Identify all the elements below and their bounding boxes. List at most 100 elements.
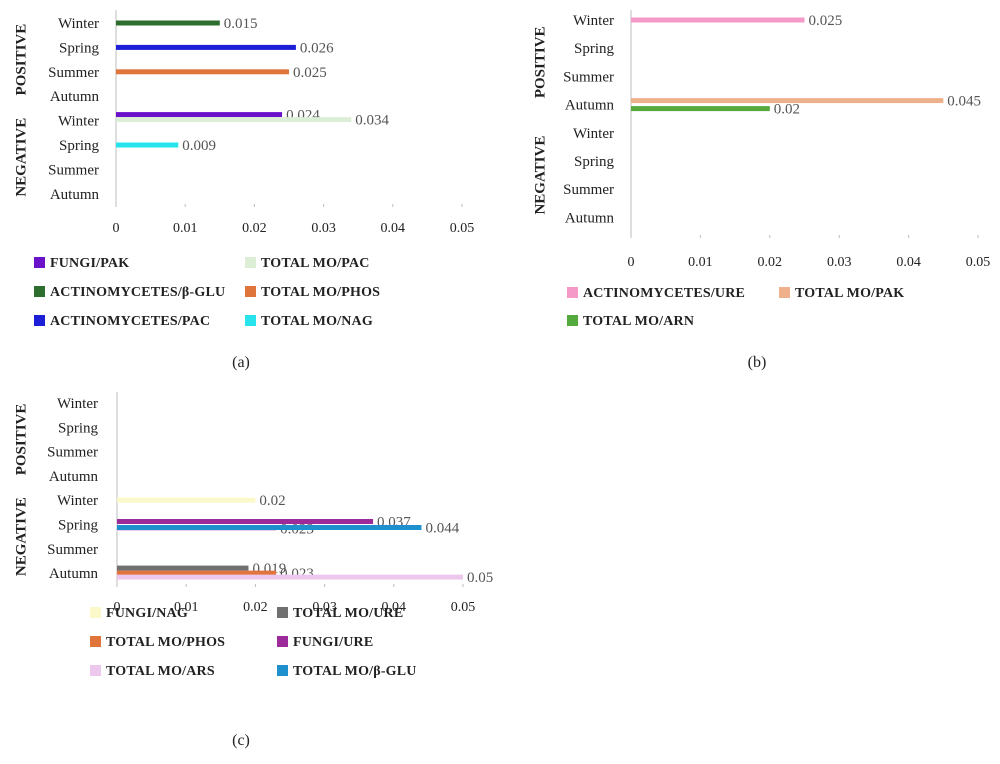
- x-tick-label: 0.02: [242, 221, 267, 236]
- group-label: NEGATIVE: [13, 497, 29, 576]
- category-label: Spring: [58, 420, 99, 436]
- legend-swatch: [245, 257, 256, 268]
- x-tick-label: 0.02: [243, 600, 268, 615]
- category-label: Summer: [47, 445, 98, 461]
- bar: [116, 69, 289, 75]
- panel-label: (c): [232, 732, 250, 749]
- category-label: Summer: [563, 69, 614, 85]
- group-label: POSITIVE: [13, 24, 29, 96]
- legend: FUNGI/NAG TOTAL MO/URE TOTAL MO/PHOS FUNGI/…: [90, 606, 417, 679]
- chart-panel-a: 0 0.01 0.02 0.03 0.04 0.05 Winter Spring Summer A…: [13, 10, 474, 371]
- data-label: 0.015: [224, 16, 258, 32]
- category-label: Summer: [48, 65, 99, 81]
- category-label: Autumn: [50, 187, 100, 203]
- bar: [631, 17, 805, 23]
- legend-swatch: [567, 315, 578, 326]
- legend-swatch: [779, 287, 790, 298]
- x-tick-label: 0: [114, 600, 121, 615]
- legend-label: ACTINOMYCETES/β-GLU: [50, 285, 225, 300]
- group-label: POSITIVE: [532, 26, 548, 98]
- x-tick-label: 0.01: [174, 600, 199, 615]
- x-tick-label: 0.05: [451, 600, 476, 615]
- bar: [117, 574, 463, 580]
- bar: [117, 497, 256, 503]
- category-label: Spring: [58, 518, 99, 534]
- x-tick-label: 0.04: [896, 255, 921, 270]
- data-label: 0.02: [774, 102, 800, 118]
- x-tick-label: 0.05: [450, 221, 475, 236]
- x-tick-label: 0.02: [758, 255, 783, 270]
- category-label: Summer: [47, 542, 98, 558]
- legend-label: TOTAL MO/PHOS: [106, 635, 225, 650]
- x-tick-label: 0.03: [311, 221, 336, 236]
- x-tick-label: 0.03: [827, 255, 852, 270]
- x-tick-label: 0.01: [688, 255, 713, 270]
- category-label: Autumn: [49, 566, 99, 582]
- legend-label: TOTAL MO/NAG: [261, 314, 373, 329]
- legend-label: FUNGI/PAK: [50, 256, 129, 271]
- data-label: 0.05: [467, 570, 493, 586]
- legend-label: TOTAL MO/PAC: [261, 256, 370, 271]
- category-label: Spring: [59, 138, 100, 154]
- category-label: Winter: [573, 13, 614, 29]
- bar: [116, 117, 352, 123]
- legend-swatch: [90, 607, 101, 618]
- bar: [116, 142, 179, 148]
- group-label: NEGATIVE: [532, 136, 548, 215]
- data-label: 0.02: [259, 493, 285, 509]
- legend-label: ACTINOMYCETES/URE: [583, 286, 745, 301]
- legend-label: TOTAL MO/URE: [293, 606, 403, 621]
- bar: [117, 519, 374, 524]
- x-tick-label: 0: [628, 255, 635, 270]
- data-label: 0.023: [280, 566, 314, 582]
- legend-label: TOTAL MO/β-GLU: [293, 664, 417, 679]
- category-label: Spring: [574, 41, 615, 57]
- group-label: POSITIVE: [13, 404, 29, 476]
- bar: [117, 525, 422, 530]
- category-label: Spring: [574, 154, 615, 170]
- x-tick-label: 0.04: [382, 600, 407, 615]
- bar: [116, 112, 283, 118]
- x-tick-label: 0.01: [173, 221, 198, 236]
- legend-swatch: [34, 315, 45, 326]
- data-label: 0.034: [355, 113, 389, 129]
- data-label: 0.009: [182, 138, 216, 154]
- legend-label: TOTAL MO/PAK: [795, 286, 904, 301]
- bar: [117, 570, 277, 576]
- legend-swatch: [277, 636, 288, 647]
- category-label: Autumn: [50, 89, 100, 105]
- legend-swatch: [277, 665, 288, 676]
- legend: ACTINOMYCETES/URE TOTAL MO/PAK TOTAL MO/AR…: [567, 286, 904, 329]
- bar: [116, 44, 296, 50]
- legend-swatch: [245, 286, 256, 297]
- legend: FUNGI/PAK TOTAL MO/PAC ACTINOMYCETES/β-GLU…: [34, 256, 380, 329]
- x-tick-label: 0.03: [312, 600, 337, 615]
- category-label: Summer: [48, 162, 99, 178]
- legend-swatch: [90, 665, 101, 676]
- x-tick-label: 0.04: [381, 221, 406, 236]
- panel-label: (b): [748, 354, 767, 371]
- panel-label: (a): [232, 354, 250, 371]
- bar: [631, 98, 944, 104]
- legend-swatch: [34, 257, 45, 268]
- bar: [117, 565, 249, 571]
- category-label: Winter: [573, 126, 614, 142]
- legend-label: TOTAL MO/ARS: [106, 664, 215, 679]
- chart-panel-b: 0 0.01 0.02 0.03 0.04 0.05 Winter Spring Summer A…: [532, 10, 990, 371]
- category-label: Spring: [59, 40, 100, 56]
- legend-swatch: [277, 607, 288, 618]
- category-label: Summer: [563, 182, 614, 198]
- x-tick-label: 0: [113, 221, 120, 236]
- category-label: Autumn: [565, 98, 615, 114]
- data-label: 0.025: [293, 65, 327, 81]
- category-label: Autumn: [49, 469, 99, 485]
- x-tick-label: 0.05: [966, 255, 991, 270]
- legend-label: ACTINOMYCETES/PAC: [50, 314, 210, 329]
- bar: [631, 106, 770, 112]
- legend-label: FUNGI/URE: [293, 635, 373, 650]
- data-label: 0.026: [300, 40, 334, 56]
- legend-swatch: [567, 287, 578, 298]
- legend-label: TOTAL MO/PHOS: [261, 285, 380, 300]
- group-label: NEGATIVE: [13, 118, 29, 197]
